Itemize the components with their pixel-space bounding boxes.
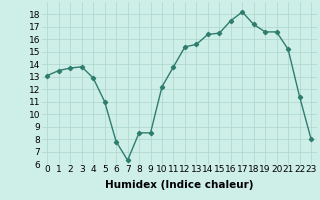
X-axis label: Humidex (Indice chaleur): Humidex (Indice chaleur) [105, 180, 253, 190]
